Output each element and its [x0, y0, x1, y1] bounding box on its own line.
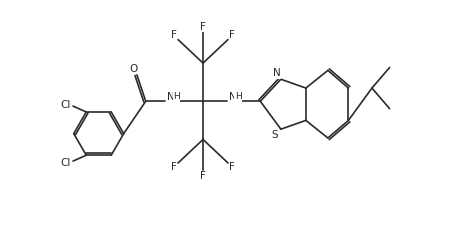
Text: F: F: [170, 30, 176, 40]
Text: F: F: [229, 30, 235, 40]
Text: N: N: [167, 92, 175, 102]
Text: O: O: [130, 64, 138, 74]
Text: F: F: [229, 162, 235, 172]
Text: N: N: [272, 68, 280, 78]
Text: N: N: [228, 92, 236, 102]
Text: F: F: [200, 22, 206, 32]
Text: Cl: Cl: [61, 100, 71, 110]
Text: S: S: [271, 130, 278, 140]
Text: F: F: [200, 171, 206, 181]
Text: Cl: Cl: [61, 158, 71, 168]
Text: H: H: [173, 92, 180, 101]
Text: H: H: [234, 92, 241, 101]
Text: F: F: [170, 162, 176, 172]
